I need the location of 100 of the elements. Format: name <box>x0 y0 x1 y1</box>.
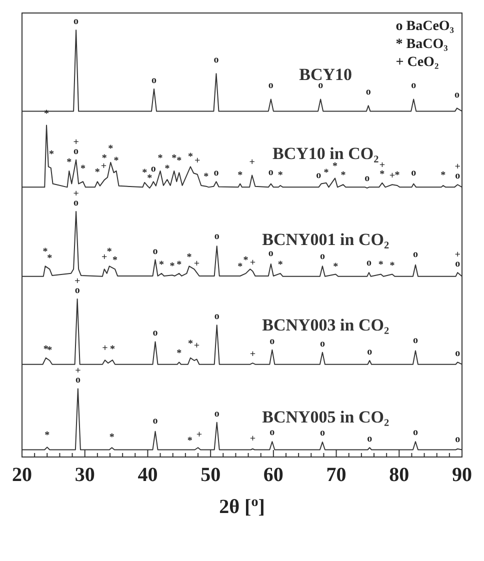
x-tick-label: 40 <box>138 464 158 486</box>
annotation: * <box>164 163 170 174</box>
annotation: * <box>187 436 192 447</box>
annotation: + <box>74 276 80 288</box>
annotation: o <box>214 168 219 179</box>
annotation: o <box>412 249 418 260</box>
annotation: + <box>454 250 461 261</box>
annotation: o <box>152 328 158 339</box>
annotation: * <box>440 170 446 181</box>
annotation: + <box>194 155 201 166</box>
annotation: o <box>152 246 158 257</box>
series-label: BCY10 in CO₂ <box>272 144 379 164</box>
annotation: * <box>333 262 338 273</box>
annotation: o <box>454 90 460 101</box>
x-tick-label: 30 <box>74 464 95 486</box>
annotation: * <box>80 163 86 174</box>
annotation: + <box>75 366 82 377</box>
annotation: * <box>43 344 48 355</box>
annotation: * <box>176 348 182 359</box>
annotation: o <box>74 198 79 209</box>
annotation: o <box>455 258 460 270</box>
annotation: * <box>47 253 52 264</box>
x-tick-label: 70 <box>326 464 346 486</box>
annotation: + <box>102 343 108 354</box>
annotation: * <box>44 430 50 442</box>
annotation: + <box>73 136 80 148</box>
annotation: + <box>196 429 202 440</box>
annotation: * <box>390 260 395 272</box>
annotation: + <box>101 252 108 264</box>
annotation: * <box>108 143 114 154</box>
annotation: o <box>320 338 325 350</box>
annotation: + <box>250 349 256 360</box>
annotation: o <box>411 168 416 179</box>
annotation: o <box>152 416 158 427</box>
annotation: o <box>268 248 274 259</box>
annotation: o <box>455 434 460 446</box>
annotation: o <box>75 374 80 386</box>
annotation: * <box>243 255 248 266</box>
annotation: * <box>172 153 177 164</box>
annotation: o <box>412 426 418 438</box>
annotation: o <box>316 170 322 181</box>
annotation: o <box>268 80 274 92</box>
annotation: * <box>170 261 175 272</box>
annotation: o <box>320 250 325 262</box>
series-label: BCNY005 in CO₂ <box>262 407 390 426</box>
annotation: o <box>367 346 372 358</box>
annotation: o BaCeO₃ <box>396 18 454 36</box>
annotation: * <box>66 156 72 168</box>
annotation: * <box>114 155 119 166</box>
annotation: + <box>194 340 200 352</box>
annotation: o <box>214 408 220 420</box>
annotation: + <box>389 170 396 182</box>
annotation: * <box>42 246 48 258</box>
annotation: o <box>150 163 156 174</box>
annotation: * <box>378 259 384 270</box>
annotation: * <box>147 173 152 184</box>
annotation: * <box>94 166 100 178</box>
annotation: o <box>152 74 156 86</box>
annotation: * <box>332 161 338 172</box>
annotation: + <box>73 188 80 200</box>
annotation: * <box>176 155 182 166</box>
series-label: BCNY001 in CO₂ <box>262 230 390 249</box>
annotation: * <box>204 171 209 182</box>
annotation: * <box>380 168 385 180</box>
annotation: * <box>112 255 118 266</box>
annotation: o <box>411 80 416 92</box>
x-tick-label: 20 <box>12 464 32 486</box>
x-tick-label: 90 <box>452 464 472 486</box>
annotation: o <box>366 257 372 268</box>
annotation: o <box>270 426 275 438</box>
annotation: * <box>238 170 243 181</box>
annotation: o <box>74 146 79 157</box>
annotation: * <box>110 344 116 355</box>
annotation: * <box>394 170 400 181</box>
annotation: + <box>194 258 200 270</box>
annotation: * <box>186 252 192 264</box>
annotation: * <box>106 246 112 258</box>
x-tick-label: 50 <box>200 464 221 486</box>
annotation: * <box>158 153 163 164</box>
annotation: * BaCO₃ <box>396 36 449 54</box>
annotation: * <box>188 338 193 350</box>
annotation: o <box>366 86 371 98</box>
annotation: o <box>74 16 79 28</box>
annotation: o <box>214 311 220 322</box>
annotation: o <box>320 428 325 439</box>
annotation: + <box>454 162 461 173</box>
x-tick-label: 80 <box>389 464 410 486</box>
annotation: * <box>44 108 50 120</box>
annotation: + <box>249 156 256 168</box>
annotation: + <box>379 160 386 171</box>
annotation: o <box>214 231 220 242</box>
series-label: BCNY003 in CO₂ <box>262 316 390 335</box>
annotation: * <box>324 168 329 179</box>
annotation: * <box>159 259 164 270</box>
annotation: * <box>176 259 182 270</box>
annotation: * <box>109 432 114 443</box>
annotation: o <box>268 166 274 178</box>
x-tick-label: 60 <box>263 464 284 486</box>
annotation: * <box>49 148 54 160</box>
annotation: o <box>367 434 372 445</box>
